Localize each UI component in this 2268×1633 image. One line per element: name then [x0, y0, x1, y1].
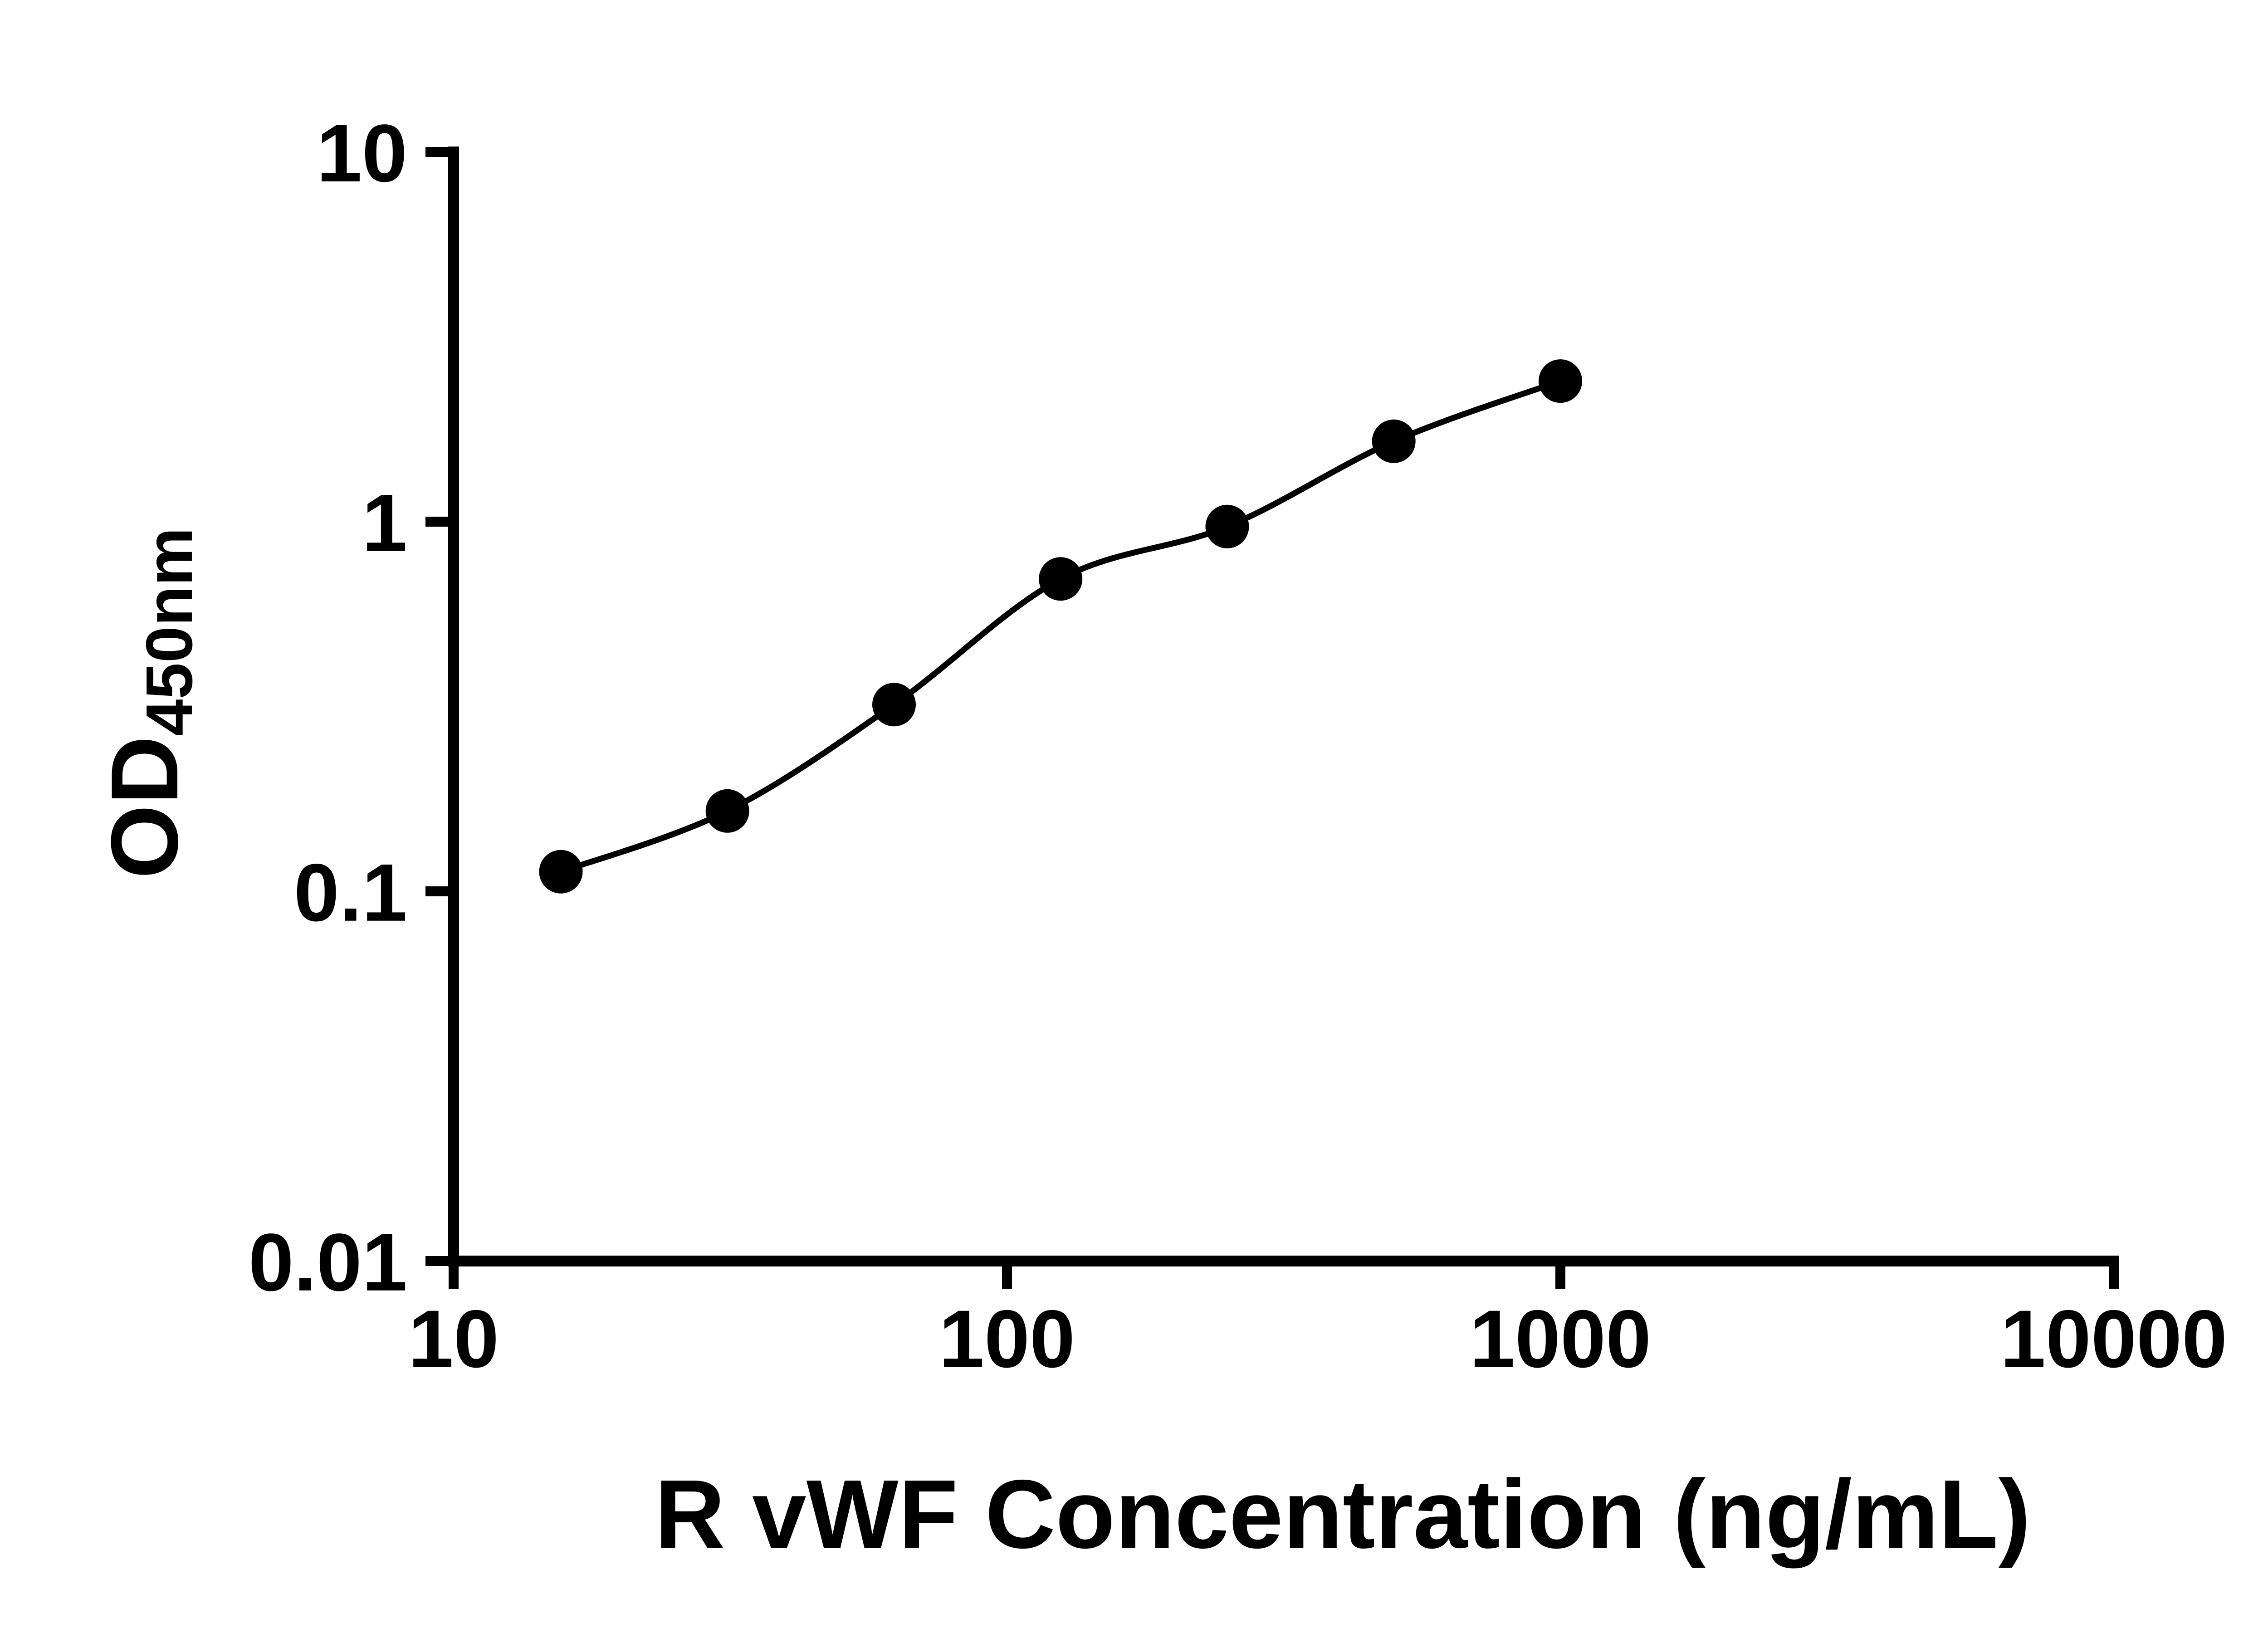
x-tick-label: 10000: [2000, 1294, 2228, 1385]
axes: [448, 147, 2119, 1266]
x-tick-label: 100: [939, 1294, 1075, 1385]
x-tick-label: 10: [408, 1294, 499, 1385]
y-tick-label: 0.1: [294, 847, 407, 939]
y-tick-label: 1: [362, 478, 407, 569]
data-point-marker: [705, 789, 749, 833]
y-tick-label: 10: [317, 108, 407, 199]
y-axis-label-main: OD: [91, 736, 198, 879]
x-axis-label: R vWF Concentration (ng/mL): [655, 1459, 2031, 1569]
data-point-marker: [1205, 504, 1249, 548]
y-axis-label: OD450nm: [91, 528, 206, 879]
data-point-marker: [539, 850, 583, 894]
data-point-marker: [1372, 419, 1416, 463]
y-tick-label: 0.01: [249, 1217, 407, 1308]
data-point-marker: [1039, 557, 1083, 601]
data-point-marker: [872, 683, 916, 727]
x-tick-label: 1000: [1470, 1294, 1651, 1385]
data-point-marker: [1539, 359, 1582, 403]
y-axis-label-subscript: 450nm: [132, 527, 206, 736]
